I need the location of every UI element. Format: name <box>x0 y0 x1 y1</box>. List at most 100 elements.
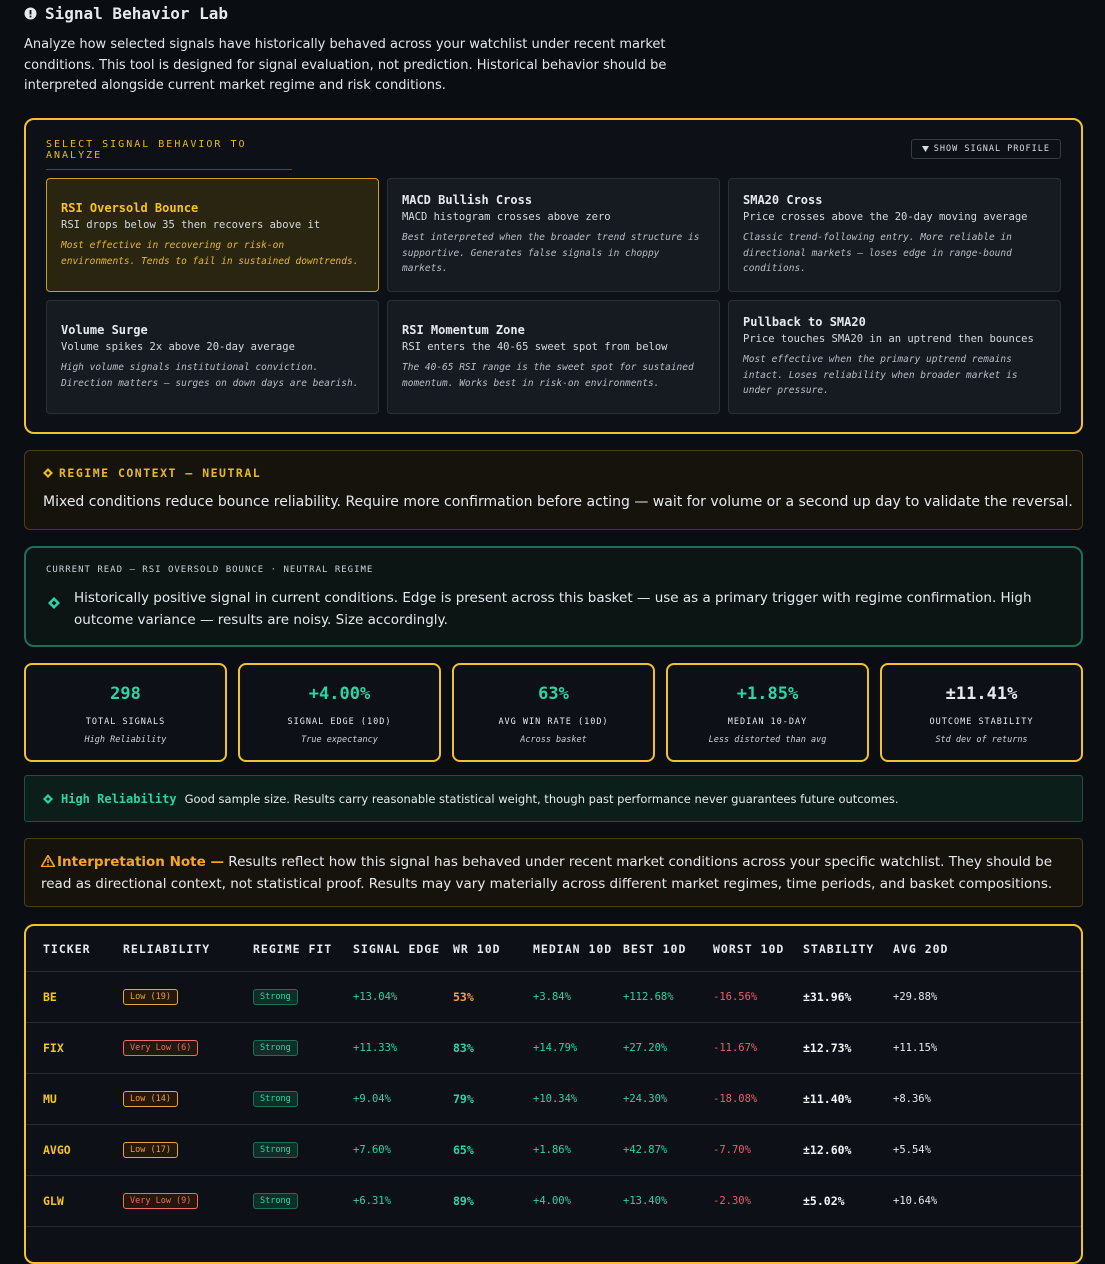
header-title: Signal Behavior Lab <box>24 4 228 23</box>
cell-wr-10d: 83% <box>453 1041 474 1055</box>
cell-regime-fit: Strong <box>253 1142 298 1158</box>
cell-regime-fit: Strong <box>253 1091 298 1107</box>
column-header: RELIABILITY <box>123 941 211 956</box>
card-summary: MACD histogram crosses above zero <box>402 211 611 224</box>
cell-best-10d: +24.30% <box>623 1093 668 1105</box>
cell-best-10d: +27.20% <box>623 1042 668 1054</box>
card-summary: RSI enters the 40-65 sweet spot from bel… <box>402 341 668 353</box>
column-header: SIGNAL EDGE <box>353 941 441 956</box>
card-name: SMA20 Cross <box>743 193 823 208</box>
column-header: REGIME FIT <box>253 941 333 956</box>
cell-ticker: AVGO <box>43 1143 71 1157</box>
signal-card[interactable]: RSI Momentum Zone RSI enters the 40-65 sw… <box>387 300 720 414</box>
column-header: WR 10D <box>453 941 501 956</box>
cell-worst-10d: -2.30% <box>713 1195 751 1207</box>
cell-median-10d: +14.79% <box>533 1042 578 1054</box>
stat-sub: High Reliability <box>84 735 167 745</box>
cell-signal-edge: +7.60% <box>353 1144 391 1156</box>
reliability-label: High Reliability <box>61 791 177 806</box>
card-note: Classic trend-following entry. More reli… <box>743 232 1012 275</box>
signal-card[interactable]: RSI Oversold Bounce RSI drops below 35 th… <box>46 178 379 292</box>
stat-label: OUTCOME STABILITY <box>929 717 1034 727</box>
cell-worst-10d: -18.08% <box>713 1093 758 1105</box>
card-name: RSI Momentum Zone <box>402 323 525 337</box>
note-text: Results reflect how this signal has beha… <box>41 854 1053 892</box>
cell-avg-20d: +5.54% <box>893 1144 931 1156</box>
card-name: RSI Oversold Bounce <box>61 201 199 215</box>
cell-ticker: MU <box>43 1092 57 1106</box>
stat-sub: Less distorted than avg <box>708 735 827 745</box>
cell-median-10d: +1.86% <box>533 1144 571 1156</box>
stat-sub: True expectancy <box>301 735 378 745</box>
signal-card[interactable]: Volume Surge Volume spikes 2x above 20-da… <box>46 300 379 414</box>
table-row[interactable]: FIX Very Low (6) Strong +11.33% 83% +14.79% +2… <box>26 1023 1081 1074</box>
cell-worst-10d: -7.70% <box>713 1144 751 1156</box>
signal-card[interactable]: SMA20 Cross Price crosses above the 20-da… <box>728 178 1061 292</box>
table-row[interactable]: GLW Very Low (9) Strong +6.31% 89% +4.00% +13.… <box>26 1176 1081 1227</box>
read-text: Historically positive signal in current … <box>74 590 1032 628</box>
card-summary: Price touches SMA20 in an uptrend then b… <box>743 333 1034 346</box>
cell-wr-10d: 89% <box>453 1194 474 1208</box>
signal-card[interactable]: MACD Bullish Cross MACD histogram crosses… <box>387 178 720 292</box>
signal-card[interactable]: Pullback to SMA20 Price touches SMA20 in … <box>728 300 1061 414</box>
diamond-icon <box>48 597 60 609</box>
cell-signal-edge: +11.33% <box>353 1042 398 1054</box>
stat-sub: Across basket <box>520 735 587 745</box>
results-table: TICKER RELIABILITY REGIME FIT SIGNAL EDGE WR… <box>24 924 1083 1264</box>
interpretation-note: Interpretation Note — Results reflect ho… <box>24 838 1083 907</box>
stat-value: +1.85% <box>736 684 799 704</box>
note-label: Interpretation Note — <box>57 854 224 870</box>
card-grid: RSI Oversold Bounce RSI drops below 35 th… <box>46 178 1061 414</box>
cell-ticker: BE <box>43 990 57 1004</box>
table-row[interactable]: AVGO Low (17) Strong +7.60% 65% +1.86% +42.87%… <box>26 1125 1081 1176</box>
card-summary: RSI drops below 35 then recovers above i… <box>61 219 321 231</box>
signal-selector: SELECT SIGNAL BEHAVIOR TO ANALYZE SHOW S… <box>24 118 1083 434</box>
cell-stability: ±12.73% <box>803 1041 852 1055</box>
card-summary: Volume spikes 2x above 20-day average <box>61 341 295 353</box>
column-header: WORST 10D <box>713 941 785 956</box>
table-row[interactable]: BE Low (19) Strong +13.04% 53% +3.84% +112.68%… <box>26 972 1081 1023</box>
card-name: Pullback to SMA20 <box>743 315 866 330</box>
cell-reliability: Very Low (9) <box>123 1193 199 1209</box>
description: Analyze how selected signals have histor… <box>24 37 667 93</box>
reliability-bar: High Reliability Good sample size. Result… <box>24 775 1083 822</box>
column-header: MEDIAN 10D <box>533 941 613 956</box>
cell-avg-20d: +29.88% <box>893 991 938 1003</box>
cell-reliability: Low (14) <box>123 1091 178 1107</box>
column-header: TICKER <box>43 941 91 956</box>
card-name: MACD Bullish Cross <box>402 193 533 208</box>
cell-ticker: GLW <box>43 1194 64 1208</box>
card-note: Best interpreted when the broader trend … <box>402 232 700 275</box>
column-header: STABILITY <box>803 941 875 956</box>
cell-reliability: Very Low (6) <box>123 1040 199 1056</box>
cell-best-10d: +13.40% <box>623 1195 668 1207</box>
table-row[interactable]: MU Low (14) Strong +9.04% 79% +10.34% +24.30% -… <box>26 1074 1081 1125</box>
cell-signal-edge: +13.04% <box>353 991 398 1003</box>
card-note: Most effective in recovering or risk-on … <box>61 240 359 267</box>
stat-value: 298 <box>110 684 141 704</box>
stat-label: MEDIAN 10-DAY <box>727 717 808 727</box>
profile-button[interactable]: SHOW SIGNAL PROFILE <box>910 139 1061 159</box>
regime-panel: REGIME CONTEXT — NEUTRAL Mixed condition… <box>24 450 1083 530</box>
stat-card: +1.85% MEDIAN 10-DAY Less distorted than a… <box>666 663 869 762</box>
stat-value: +4.00% <box>308 684 371 704</box>
cell-signal-edge: +9.04% <box>353 1093 391 1105</box>
stat-value: 63% <box>538 684 569 704</box>
card-summary: Price crosses above the 20-day moving av… <box>743 211 1028 224</box>
cell-regime-fit: Strong <box>253 1040 298 1056</box>
read-heading: CURRENT READ — RSI OVERSOLD BOUNCE · NEU… <box>46 565 374 575</box>
cell-best-10d: +112.68% <box>623 991 674 1003</box>
profile-label: SHOW SIGNAL PROFILE <box>933 144 1050 154</box>
cell-signal-edge: +6.31% <box>353 1195 391 1207</box>
reliability-text: Good sample size. Results carry reasonab… <box>184 791 899 806</box>
cell-wr-10d: 53% <box>453 990 474 1004</box>
warning-icon <box>40 853 56 868</box>
diamond-icon <box>43 468 53 478</box>
title-icon <box>24 7 37 20</box>
stat-label: AVG WIN RATE (10D) <box>498 717 609 727</box>
cell-regime-fit: Strong <box>253 1193 298 1209</box>
card-note: High volume signals institutional convic… <box>61 362 359 389</box>
title-text: Signal Behavior Lab <box>45 4 229 23</box>
cell-regime-fit: Strong <box>253 989 298 1005</box>
